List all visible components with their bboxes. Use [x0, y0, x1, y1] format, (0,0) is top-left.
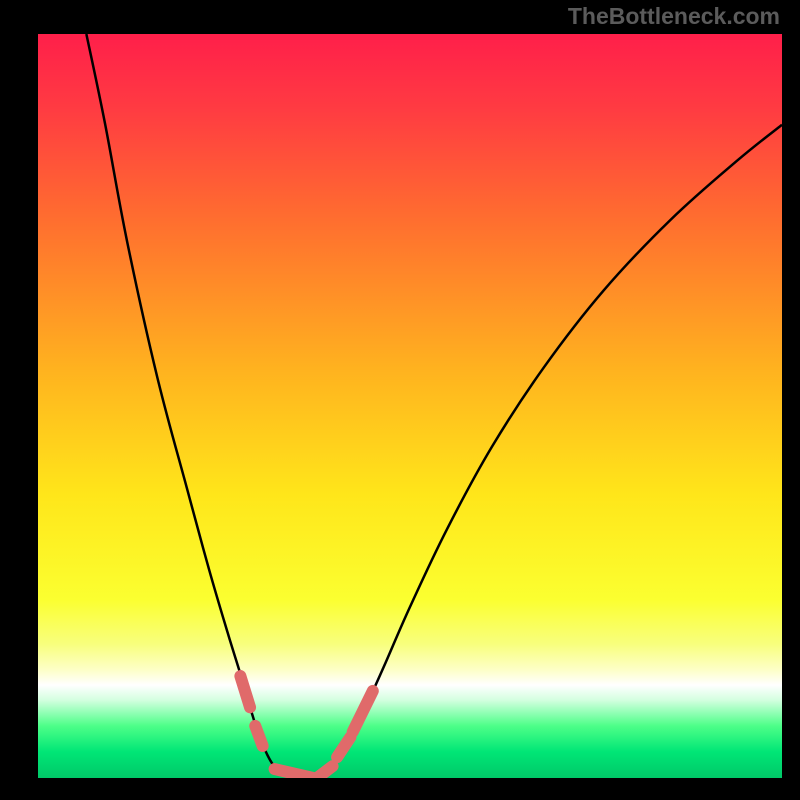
plot-area	[38, 34, 782, 778]
watermark-label: TheBottleneck.com	[568, 3, 780, 30]
plot-svg	[38, 34, 782, 778]
gradient-background	[38, 34, 782, 778]
highlight-segment	[255, 726, 262, 746]
